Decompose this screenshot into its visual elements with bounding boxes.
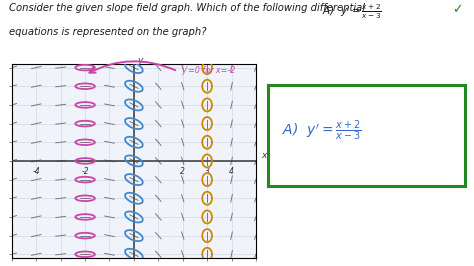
Text: Consider the given slope field graph. Which of the following differential: Consider the given slope field graph. Wh…	[9, 3, 365, 13]
Text: y: y	[137, 56, 142, 65]
Text: A)  $y' = \frac{x+2}{x-3}$: A) $y' = \frac{x+2}{x-3}$	[282, 118, 361, 143]
Text: 4: 4	[229, 168, 234, 176]
Text: 2: 2	[180, 168, 185, 176]
Text: -2: -2	[81, 168, 89, 176]
Text: 3: 3	[205, 168, 210, 176]
Text: equations is represented on the graph?: equations is represented on the graph?	[9, 27, 207, 37]
Text: -4: -4	[32, 168, 40, 176]
Text: ✓: ✓	[452, 3, 462, 16]
Text: y'=0 for x=-2: y'=0 for x=-2	[182, 66, 236, 75]
Text: x: x	[261, 151, 266, 160]
Text: A)  $y'=\frac{x+2}{x-3}$: A) $y'=\frac{x+2}{x-3}$	[322, 3, 382, 21]
